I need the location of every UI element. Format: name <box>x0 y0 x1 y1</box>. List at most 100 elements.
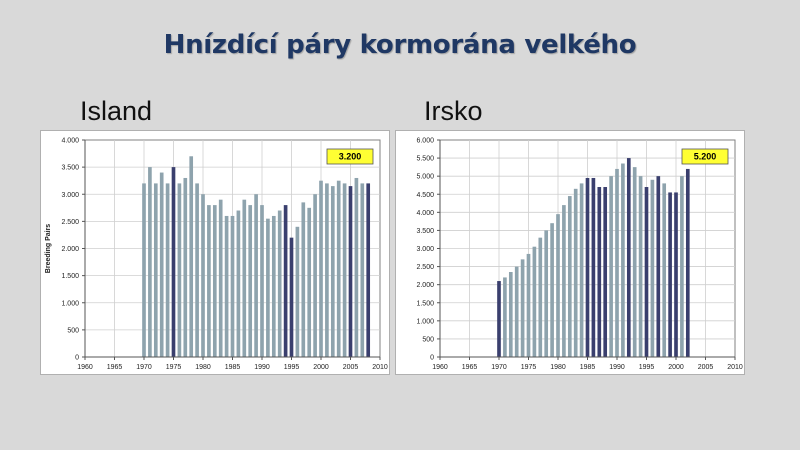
bar-1986 <box>236 210 241 357</box>
chart-title-island: Island <box>80 96 153 126</box>
bar-1979 <box>195 183 199 357</box>
y-tick-label: 3.500 <box>416 228 434 235</box>
bar-1993 <box>632 167 637 357</box>
y-tick-label: 1.500 <box>61 273 79 280</box>
y-axis-label: Breeding Pairs <box>45 224 52 274</box>
y-tick-label: 5.000 <box>416 174 434 181</box>
bar-1999 <box>668 192 672 357</box>
y-tick-label: 1.000 <box>416 318 434 325</box>
bar-1991 <box>621 163 625 357</box>
bar-1992 <box>271 215 276 357</box>
y-tick-label: 4.500 <box>416 192 434 199</box>
bar-1970 <box>497 281 501 357</box>
x-tick-label: 1985 <box>225 364 241 371</box>
y-tick-label: 3.000 <box>416 246 434 253</box>
bar-1971 <box>148 167 152 357</box>
bar-1990 <box>260 205 264 357</box>
bar-2001 <box>325 183 329 357</box>
x-tick-label: 1960 <box>432 364 448 371</box>
bar-1974 <box>165 183 170 357</box>
y-tick-label: 0 <box>75 355 79 362</box>
y-tick-label: 4.000 <box>416 210 434 217</box>
chart-title-irsko: Irsko <box>424 96 483 126</box>
bar-1976 <box>532 246 537 357</box>
y-tick-label: 1.500 <box>416 300 434 307</box>
bar-1975 <box>171 167 176 357</box>
bar-2004 <box>342 183 347 357</box>
x-tick-label: 2005 <box>698 364 714 371</box>
bar-1987 <box>597 187 602 357</box>
bar-1983 <box>573 188 578 357</box>
x-tick-label: 1960 <box>77 364 93 371</box>
bar-1991 <box>266 218 270 357</box>
y-tick-label: 3.500 <box>61 165 79 172</box>
x-tick-label: 1970 <box>136 364 152 371</box>
x-tick-label: 1990 <box>609 364 625 371</box>
bar-1981 <box>562 205 566 357</box>
bar-1979 <box>550 223 554 357</box>
bar-2002 <box>685 168 690 357</box>
value-callout-box <box>681 148 729 165</box>
bar-1970 <box>142 183 146 357</box>
bar-1995 <box>289 237 294 357</box>
bar-1987 <box>242 199 247 357</box>
bar-1998 <box>307 207 312 357</box>
bar-1978 <box>189 156 194 357</box>
bar-1997 <box>656 176 661 357</box>
bar-2005 <box>348 186 353 357</box>
bar-1982 <box>212 205 217 357</box>
bar-1988 <box>603 187 608 357</box>
bar-2000 <box>674 192 678 357</box>
bar-1983 <box>218 199 223 357</box>
x-tick-label: 1990 <box>254 364 270 371</box>
bar-1997 <box>301 202 306 357</box>
bar-1982 <box>567 196 572 357</box>
bar-1973 <box>514 266 519 357</box>
bar-1981 <box>207 205 211 357</box>
bar-1994 <box>283 205 288 357</box>
bar-1992 <box>626 158 631 357</box>
x-tick-label: 2010 <box>372 364 388 371</box>
y-tick-label: 500 <box>422 336 434 343</box>
x-tick-label: 1965 <box>462 364 478 371</box>
bar-1985 <box>585 177 590 357</box>
value-callout-box <box>326 148 374 165</box>
y-tick-label: 2.000 <box>416 282 434 289</box>
y-tick-label: 1.000 <box>61 300 79 307</box>
chart-irsko: 1960 1965 1970 1975 1980 1985 1990 1995 2000 2005… <box>395 130 745 375</box>
bar-1994 <box>638 176 643 357</box>
bar-1978 <box>544 230 549 357</box>
bar-2001 <box>680 176 684 357</box>
bar-2000 <box>319 180 323 357</box>
bar-1996 <box>650 179 655 357</box>
x-tick-label: 1995 <box>284 364 300 371</box>
x-tick-label: 1980 <box>195 364 211 371</box>
y-tick-label: 500 <box>67 327 79 334</box>
y-tick-label: 2.500 <box>61 219 79 226</box>
x-tick-label: 2000 <box>668 364 684 371</box>
value-callout-label: 3.200 <box>339 152 362 162</box>
bar-2007 <box>360 183 365 357</box>
x-tick-label: 1965 <box>107 364 123 371</box>
bar-1988 <box>248 205 253 357</box>
x-tick-label: 1985 <box>580 364 596 371</box>
x-tick-label: 2010 <box>727 364 743 371</box>
bar-1999 <box>313 194 317 357</box>
x-tick-label: 1980 <box>550 364 566 371</box>
y-tick-label: 2.500 <box>416 264 434 271</box>
bar-1996 <box>295 226 300 357</box>
bar-1980 <box>201 194 205 357</box>
bar-1980 <box>556 214 560 357</box>
bar-1976 <box>177 183 182 357</box>
x-tick-label: 1995 <box>639 364 655 371</box>
x-tick-label: 1975 <box>166 364 182 371</box>
value-callout-label: 5.200 <box>694 152 717 162</box>
bar-1989 <box>254 194 258 357</box>
x-tick-label: 2005 <box>343 364 359 371</box>
bar-1971 <box>503 277 507 357</box>
bar-1985 <box>230 215 235 357</box>
bar-1990 <box>615 168 619 357</box>
y-tick-label: 6.000 <box>416 138 434 145</box>
y-tick-label: 3.000 <box>61 192 79 199</box>
bar-1972 <box>153 183 158 357</box>
